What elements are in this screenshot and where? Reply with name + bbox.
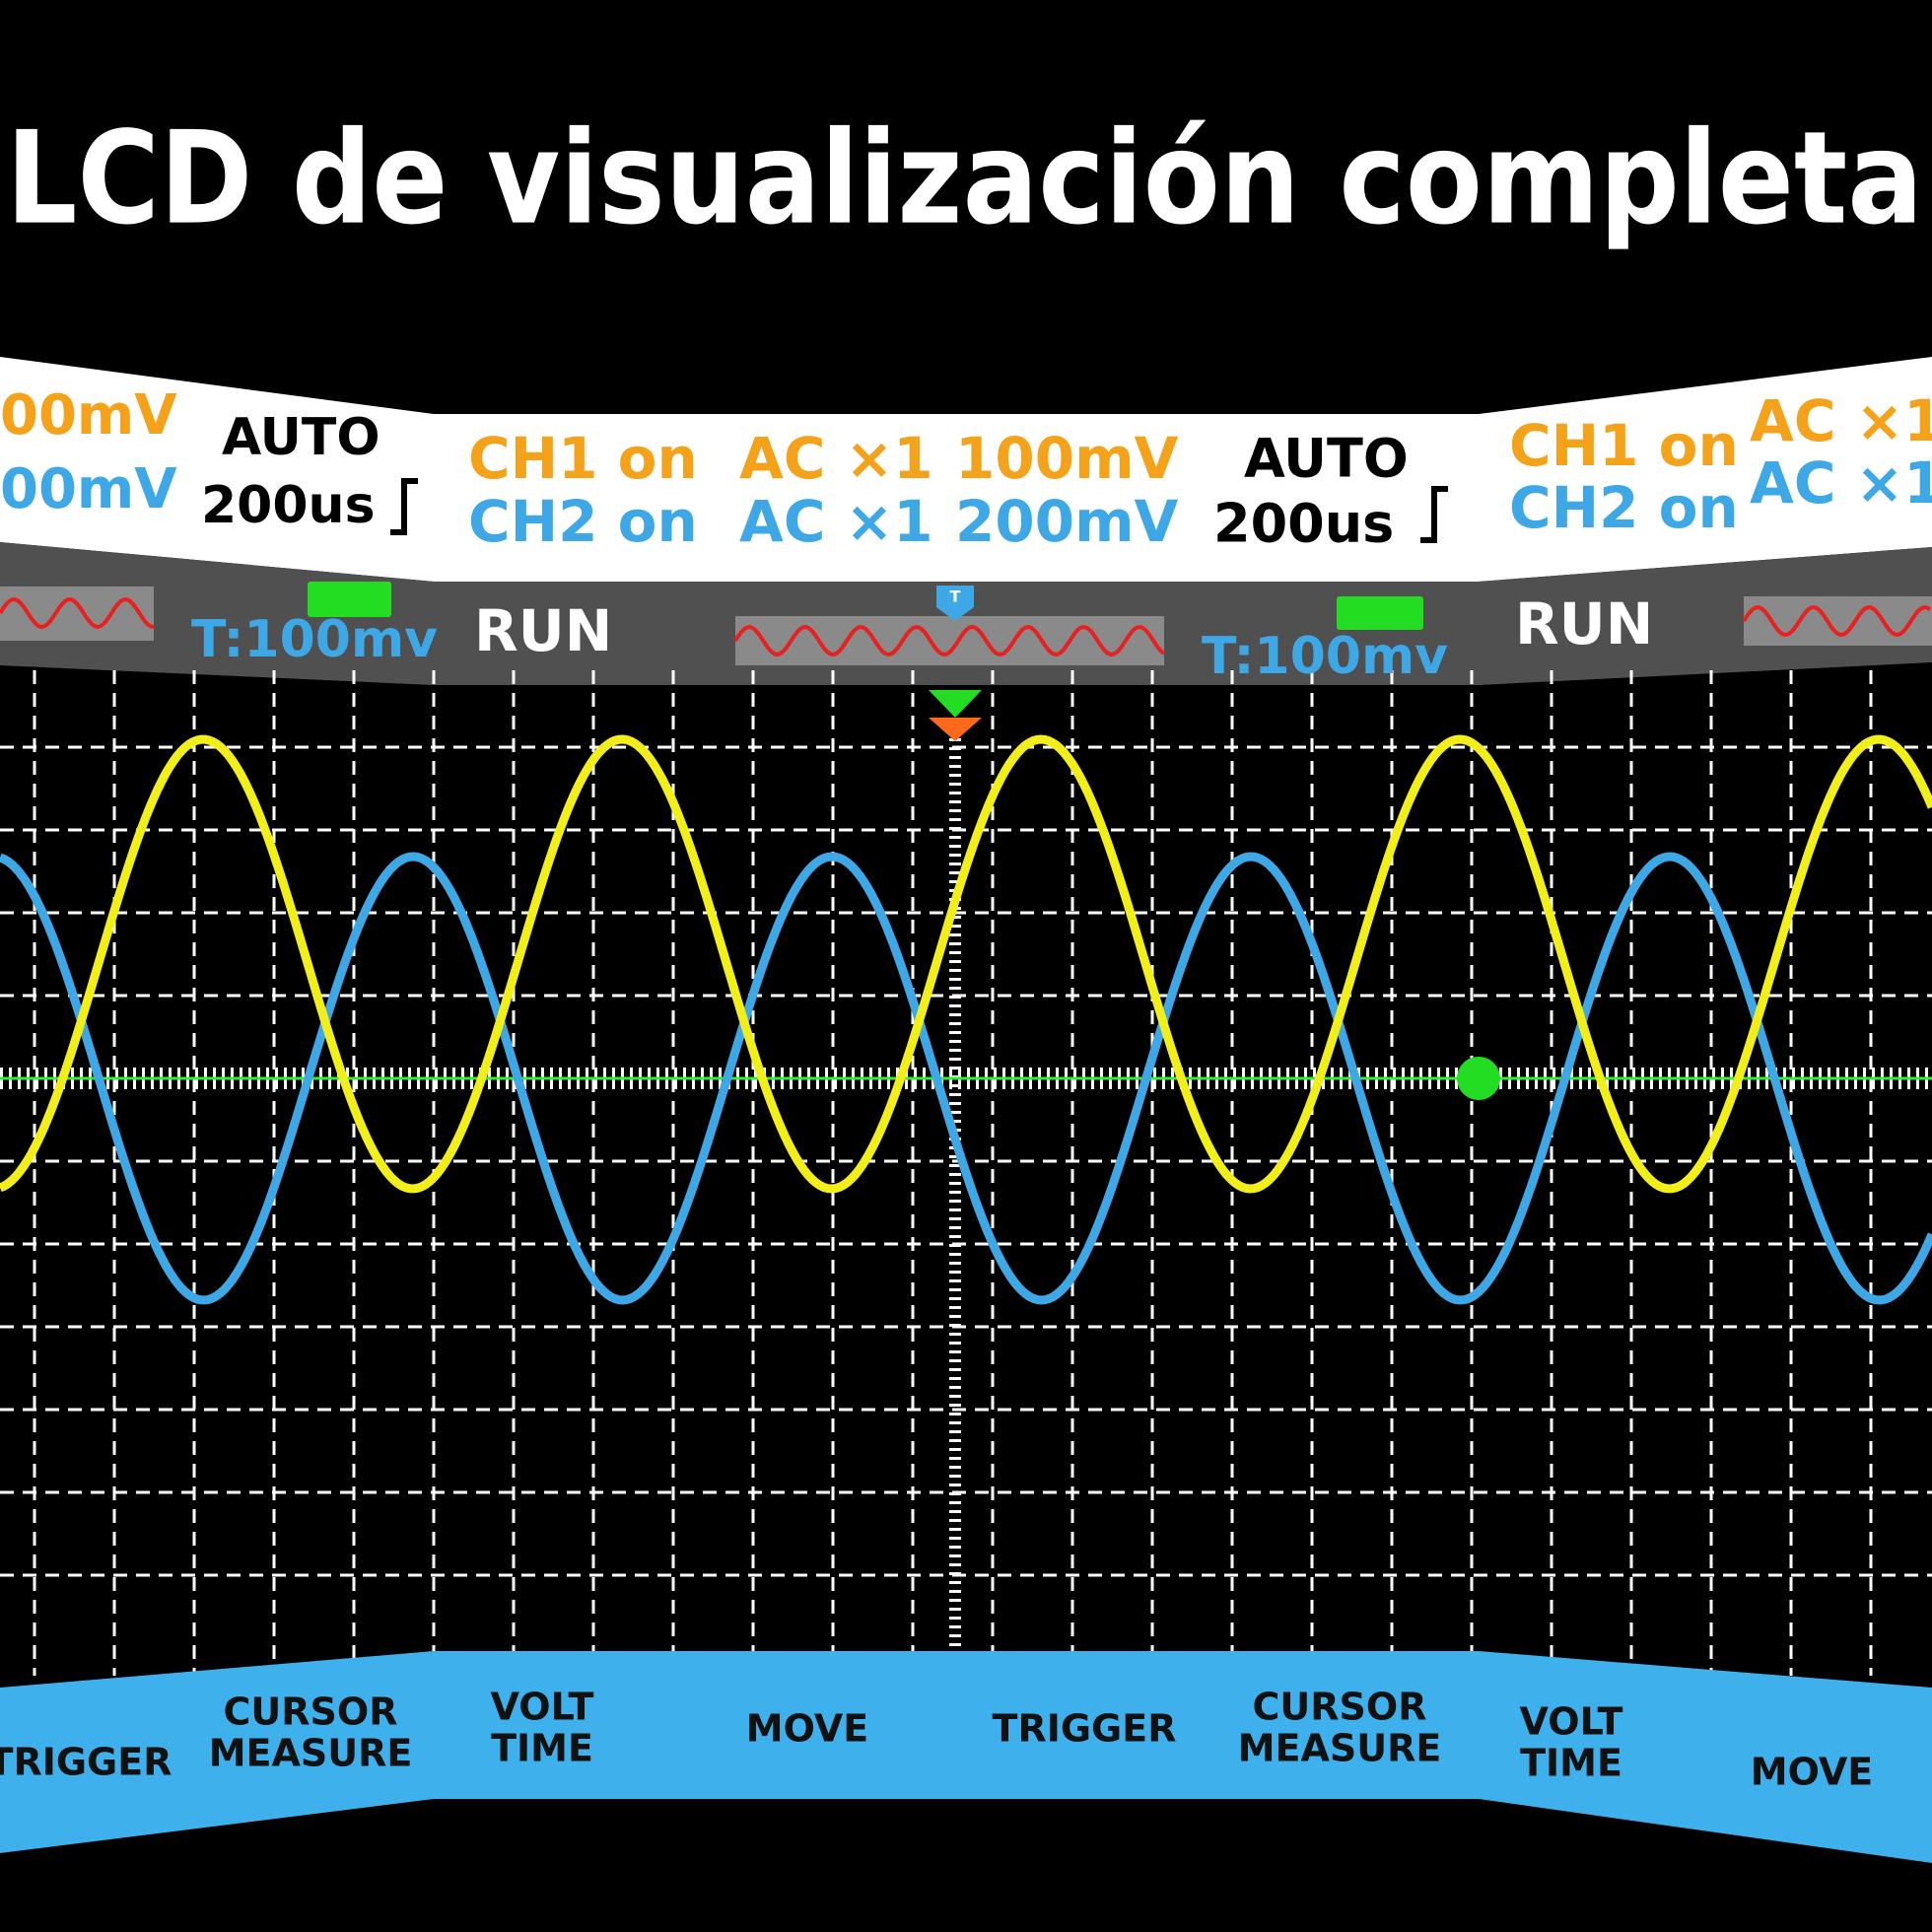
button-label: MEASURE [1238,1727,1442,1770]
button-band [0,1651,1932,1863]
button-label: MEASURE [209,1732,413,1775]
channel-status: CH1 on [1509,412,1739,479]
channel-coupling: AC ×1 [1750,449,1932,517]
channel-coupling: AC ×1 [1750,387,1932,454]
title: LCD de visualización completa [6,104,1923,253]
battery [1337,596,1423,630]
trigger-arrow [929,690,982,718]
button-label: TRIGGER [0,1741,172,1784]
button-label: TIME [491,1727,593,1770]
timebase: 200us [201,476,376,535]
button-label: CURSOR [224,1690,398,1734]
trigger-mode: AUTO [1244,428,1409,490]
edge-icon [1420,486,1448,543]
button-label: TIME [1520,1742,1622,1785]
mini-wave [0,597,155,630]
button-label: MOVE [1751,1751,1873,1794]
channel-coupling: AC ×1 [739,488,933,555]
mini-wave-box [735,616,1164,665]
trigger-level: T:100mv [1202,627,1448,686]
trigger-arrow [929,718,982,741]
header-band [0,357,1932,582]
battery [308,582,391,617]
run-state: RUN [474,597,612,664]
button-label: TRIGGER [993,1707,1177,1751]
status-band [0,542,1932,685]
mini-wave-box [0,586,154,641]
trigger-level: T:100mv [191,610,438,669]
timebase: 200us [1213,493,1394,555]
ch1-trace [0,734,1932,1194]
ch2-trace [0,852,1932,1305]
channel-scale: 200mV [955,488,1179,555]
trigger-tag [936,586,974,621]
button-label: CURSOR [1253,1686,1427,1729]
channel-scale: 00mV [0,457,177,521]
edge-icon [390,478,418,535]
button-label: VOLT [1520,1700,1623,1744]
ground-marker [1457,1057,1500,1100]
trigger-marker: T [950,587,961,606]
labels: LCD de visualización completa 00mV 00mV AUT… [0,104,1932,1794]
trigger-mode: AUTO [222,408,380,467]
mini-wave [733,624,1166,657]
grid [0,586,1932,1676]
mini-wave [1742,605,1932,638]
channel-coupling: AC ×1 [739,425,933,492]
channel-scale: 00mV [0,383,177,448]
run-state: RUN [1515,590,1653,657]
button-label: VOLT [491,1686,594,1729]
channel-status: CH1 on [468,425,698,492]
button-label: MOVE [746,1707,868,1751]
mini-wave-box [1744,596,1932,646]
channel-status: CH2 on [468,488,698,555]
channel-scale: 100mV [955,425,1179,492]
waves [0,597,1932,1305]
channel-status: CH2 on [1509,474,1739,541]
